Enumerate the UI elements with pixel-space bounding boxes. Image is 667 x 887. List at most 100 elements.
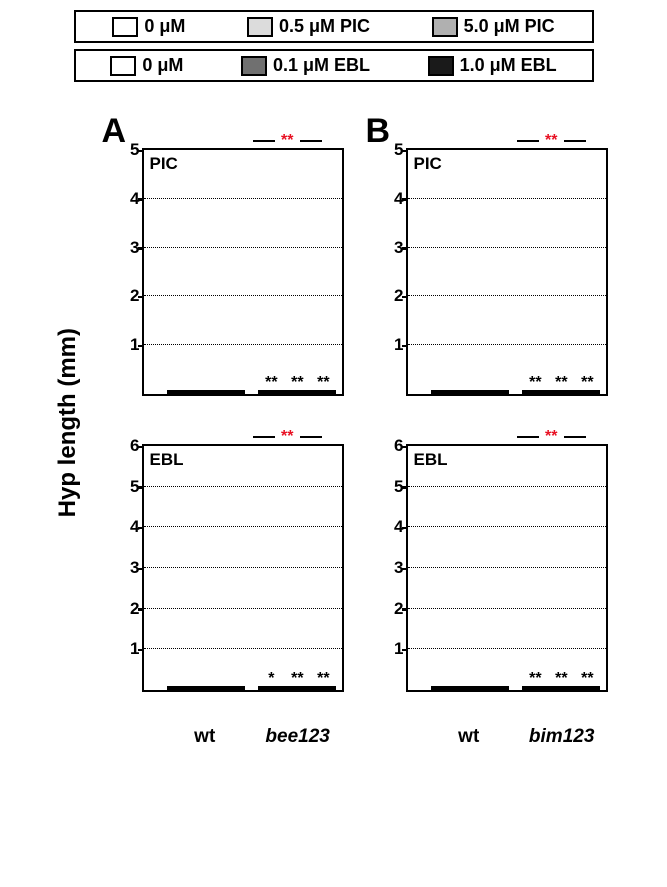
bar: **: [574, 686, 600, 690]
x-labels-b: wtbim123: [364, 722, 614, 750]
bar: **: [284, 390, 310, 394]
bar: *: [258, 686, 284, 690]
bar: **: [522, 390, 548, 394]
legend-swatch: [432, 17, 458, 37]
bar-group: *****: [258, 686, 336, 690]
chart-a-ebl: **123456EBL*****: [100, 432, 350, 722]
y-tick-label: 1: [114, 639, 140, 659]
y-tick-label: 4: [114, 189, 140, 209]
panel-letter-b: B: [366, 114, 391, 148]
bar: **: [548, 390, 574, 394]
y-tick-label: 5: [114, 477, 140, 497]
gridline: [408, 608, 606, 609]
significance-marker: **: [529, 374, 541, 392]
gridline: [144, 198, 342, 199]
legend-swatch: [112, 17, 138, 37]
significance-marker: **: [555, 374, 567, 392]
bar: [457, 390, 483, 394]
legend-label: 5.0 μM PIC: [464, 16, 555, 37]
bar-group: [431, 686, 509, 690]
gridline: [144, 526, 342, 527]
significance-marker: **: [265, 374, 277, 392]
bar: **: [258, 390, 284, 394]
legend-ebl: 0 μM 0.1 μM EBL 1.0 μM EBL: [74, 49, 594, 82]
bar: **: [522, 686, 548, 690]
significance-marker: **: [291, 374, 303, 392]
y-tick-label: 1: [378, 335, 404, 355]
gridline: [408, 344, 606, 345]
chart-subtitle: PIC: [414, 154, 442, 174]
chart-subtitle: EBL: [150, 450, 184, 470]
bar-group: ******: [522, 390, 600, 394]
x-tick-label: wt: [458, 726, 479, 748]
gridline: [144, 247, 342, 248]
y-tick-label: 6: [114, 436, 140, 456]
bar: **: [574, 390, 600, 394]
legend-item: 0.1 μM EBL: [241, 55, 370, 76]
y-tick-label: 4: [378, 517, 404, 537]
panel-a: A **12345PIC****** **123456EBL***** wtbe…: [100, 96, 350, 750]
interaction-sig: **: [517, 428, 585, 446]
interaction-sig: **: [253, 428, 321, 446]
x-labels-a: wt bee123: [100, 722, 350, 750]
legend-item: 0 μM: [110, 55, 183, 76]
significance-marker: **: [291, 670, 303, 688]
y-tick-label: 5: [378, 477, 404, 497]
bar: **: [548, 686, 574, 690]
y-tick-label: 1: [114, 335, 140, 355]
legend-swatch: [247, 17, 273, 37]
y-axis-label: Hyp length (mm): [54, 328, 82, 517]
legend-swatch: [428, 56, 454, 76]
bar: [219, 686, 245, 690]
bar-group: [167, 390, 245, 394]
panel-letter-a: A: [102, 114, 127, 148]
bar: **: [310, 390, 336, 394]
y-tick-label: 1: [378, 639, 404, 659]
significance-marker: **: [581, 374, 593, 392]
gridline: [408, 567, 606, 568]
legend-label: 0 μM: [144, 16, 185, 37]
bar: [219, 390, 245, 394]
legend-pic: 0 μM0.5 μM PIC5.0 μM PIC: [74, 10, 594, 43]
plot-area: **123456EBL******: [406, 444, 608, 692]
bar-group: ******: [522, 686, 600, 690]
legend-swatch: [241, 56, 267, 76]
significance-marker: **: [317, 670, 329, 688]
gridline: [144, 295, 342, 296]
legend-label: 1.0 μM EBL: [460, 55, 557, 76]
significance-marker: *: [268, 670, 274, 688]
gridline: [408, 526, 606, 527]
chart-b-ebl: **123456EBL******: [364, 432, 614, 722]
y-tick-label: 4: [378, 189, 404, 209]
y-tick-label: 3: [378, 238, 404, 258]
interaction-sig: **: [253, 132, 321, 150]
plot-area: **12345PIC******: [142, 148, 344, 396]
bar-group: ******: [258, 390, 336, 394]
interaction-sig: **: [517, 132, 585, 150]
plot-area: **12345PIC******: [406, 148, 608, 396]
bar: [193, 686, 219, 690]
y-tick-label: 2: [114, 286, 140, 306]
gridline: [144, 486, 342, 487]
bar: **: [284, 686, 310, 690]
gridline: [408, 648, 606, 649]
gridline: [408, 486, 606, 487]
bar: [431, 390, 457, 394]
legend-item: 0 μM: [112, 16, 185, 37]
gridline: [408, 247, 606, 248]
chart-subtitle: EBL: [414, 450, 448, 470]
chart-subtitle: PIC: [150, 154, 178, 174]
legend-item: 5.0 μM PIC: [432, 16, 555, 37]
gridline: [144, 344, 342, 345]
y-tick-label: 2: [378, 286, 404, 306]
gridline: [144, 648, 342, 649]
y-tick-label: 2: [378, 599, 404, 619]
bar: [483, 686, 509, 690]
x-tick-label: bee123: [265, 726, 329, 748]
significance-marker: **: [317, 374, 329, 392]
bar: **: [310, 686, 336, 690]
x-tick-label: wt: [194, 726, 215, 748]
y-tick-label: 6: [378, 436, 404, 456]
chart-b-pic: **12345PIC******: [364, 136, 614, 426]
bar: [457, 686, 483, 690]
